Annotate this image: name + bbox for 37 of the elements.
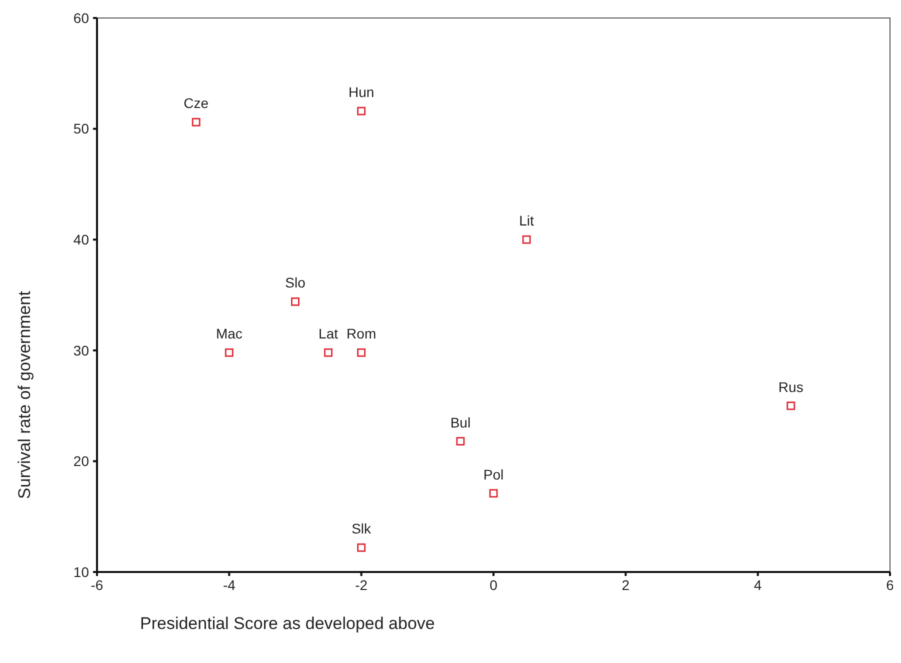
annotation: Cze	[184, 95, 209, 112]
y-tick-label: 50	[73, 120, 90, 137]
x-tick-label: -6	[90, 577, 104, 593]
point	[522, 235, 531, 244]
point	[357, 348, 366, 357]
point	[357, 106, 366, 116]
y-tick-label: 10	[73, 564, 90, 580]
annotation: Hun	[348, 84, 374, 100]
point	[224, 348, 234, 357]
annotation: Pol	[483, 466, 504, 482]
point	[291, 297, 300, 306]
annotation: Lat	[318, 326, 338, 342]
x-tick-label: -2	[355, 577, 368, 593]
y-tick-label: 20	[73, 453, 90, 470]
x-tick-label: 4	[754, 577, 762, 593]
y-tick-label: 40	[73, 232, 90, 248]
point	[786, 402, 796, 410]
point	[456, 437, 465, 446]
point	[324, 348, 333, 357]
annotation: Bul	[450, 414, 471, 430]
x-tick-label: 2	[622, 577, 630, 593]
annotation: Slk	[352, 520, 372, 537]
annotation: Lit	[519, 212, 534, 229]
y-tick-label: 60	[73, 10, 90, 26]
y-axis-title: Survival rate of government	[15, 290, 34, 499]
x-tick-label: -4	[222, 577, 236, 593]
annotation: Rus	[778, 378, 804, 395]
x-tick-label: 0	[490, 577, 498, 593]
annotation: Mac	[216, 326, 242, 342]
annotation: Slo	[285, 274, 306, 291]
y-tick-label: 30	[73, 342, 90, 358]
point	[489, 489, 498, 498]
x-tick-label: 6	[886, 577, 894, 593]
point	[192, 118, 200, 126]
x-axis-title: Presidential Score as developed above	[140, 614, 435, 633]
annotation: Rom	[346, 326, 376, 342]
point	[357, 543, 366, 552]
